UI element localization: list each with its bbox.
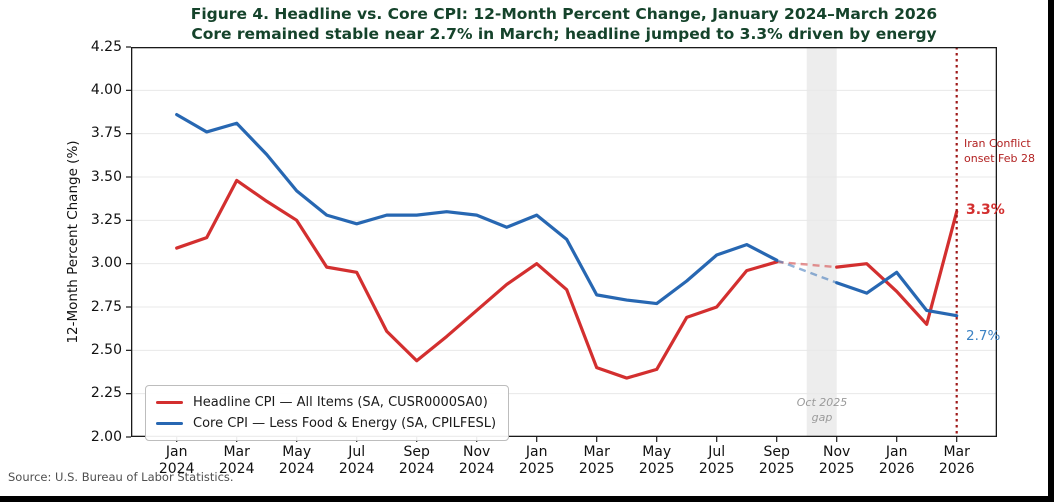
legend-label-headline: Headline CPI — All Items (SA, CUSR0000SA… (193, 395, 488, 410)
legend-item-core: Core CPI — Less Food & Energy (SA, CPILF… (156, 413, 496, 434)
event-annotation-label: Iran Conflict onset Feb 28 (964, 137, 1054, 166)
x-tick-label: Mar 2024 (218, 444, 255, 477)
x-tick-label: May 2024 (278, 444, 315, 477)
y-tick-label: 3.50 (90, 168, 122, 185)
x-tick-label: May 2025 (638, 444, 675, 477)
x-tick-label: Nov 2025 (818, 444, 855, 477)
x-tick-label: Mar 2026 (938, 444, 975, 477)
plot-border (130, 46, 998, 438)
source-note: Source: U.S. Bureau of Labor Statistics. (8, 470, 234, 484)
x-tick-label: Jan 2024 (158, 444, 195, 477)
x-tick-label: Nov 2024 (458, 444, 495, 477)
headline-gap-dashed-line (776, 260, 837, 269)
gap-annotation-label: Oct 2025 gap (777, 395, 867, 425)
x-tick-label: Sep 2025 (758, 444, 795, 477)
y-tick-label: 2.75 (90, 298, 122, 315)
legend: Headline CPI — All Items (SA, CUSR0000SA… (145, 385, 510, 441)
plot-area: Headline CPI — All Items (SA, CUSR0000SA… (126, 46, 1035, 442)
core-gap-dashed-line (776, 259, 838, 284)
y-tick-label: 2.50 (90, 341, 122, 358)
event-label-line1: Iran Conflict (964, 137, 1031, 150)
figure-subtitle: Core remained stable near 2.7% in March;… (191, 24, 937, 43)
screenshot-bottom-border (0, 496, 1054, 502)
core-line-swatch (156, 421, 183, 426)
x-tick-label: Jul 2025 (698, 444, 735, 477)
y-tick-label: 3.75 (90, 125, 122, 142)
core-line (175, 112, 779, 306)
x-tick-label: Sep 2024 (398, 444, 435, 477)
headline-endpoint-value: 3.3% (966, 202, 1005, 218)
event-label-line2: onset Feb 28 (964, 151, 1035, 165)
gap-band (806, 47, 837, 437)
headline-line (835, 210, 959, 326)
figure-title-block: Figure 4. Headline vs. Core CPI: 12-Mont… (110, 5, 1018, 44)
y-tick-label: 2.25 (90, 385, 122, 402)
legend-item-headline: Headline CPI — All Items (SA, CUSR0000SA… (156, 392, 496, 413)
legend-label-core: Core CPI — Less Food & Energy (SA, CPILF… (193, 416, 497, 431)
y-tick-label: 3.25 (90, 211, 122, 228)
y-tick-label: 2.00 (90, 428, 122, 445)
figure-title: Figure 4. Headline vs. Core CPI: 12-Mont… (190, 5, 938, 23)
x-tick-label: Jan 2025 (518, 444, 555, 477)
x-tick-label: Jan 2026 (878, 444, 915, 477)
y-tick-label: 4.25 (90, 38, 122, 55)
core-endpoint-value: 2.7% (966, 328, 1001, 344)
core-line (835, 270, 959, 318)
gap-label-line2: gap (811, 411, 833, 424)
headline-line (175, 178, 779, 380)
chart-canvas (126, 46, 998, 442)
screenshot-right-border (1048, 0, 1054, 502)
y-tick-label: 3.00 (90, 255, 122, 272)
x-tick-label: Jul 2024 (338, 444, 375, 477)
y-tick-label: 4.00 (90, 81, 122, 98)
x-tick-label: Mar 2025 (578, 444, 615, 477)
headline-line-swatch (156, 400, 183, 405)
gap-label-line1: Oct 2025 (796, 396, 848, 409)
